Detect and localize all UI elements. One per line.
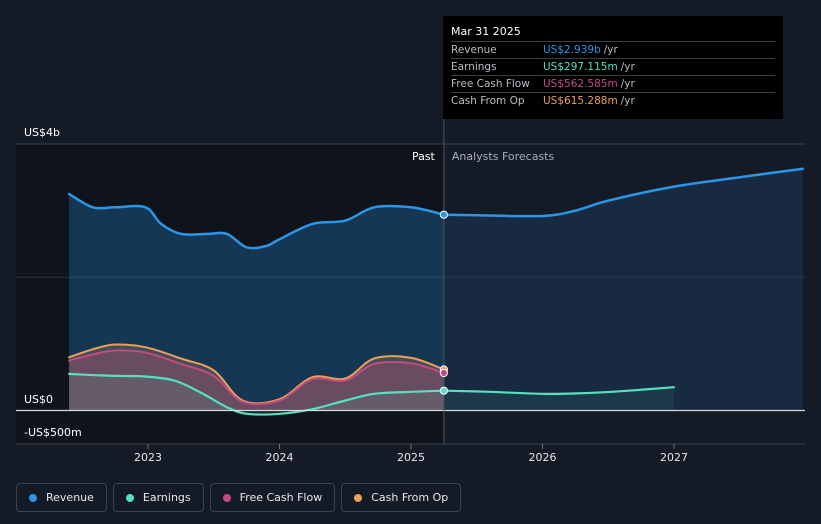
tooltip-unit: /yr <box>620 78 635 90</box>
tooltip-date: Mar 31 2025 <box>451 25 521 38</box>
past-label: Past <box>412 150 436 163</box>
legend-item-cash-from-op[interactable]: Cash From Op <box>341 483 462 512</box>
legend-label: Cash From Op <box>371 491 449 504</box>
tooltip-label: Cash From Op <box>451 95 525 107</box>
tooltip: Mar 31 2025 Revenue US$2.939b /yr Earnin… <box>443 16 783 119</box>
tooltip-label: Free Cash Flow <box>451 78 530 90</box>
legend-label: Revenue <box>46 491 94 504</box>
tooltip-value: US$2.939b <box>543 44 601 56</box>
forecast-label: Analysts Forecasts <box>452 150 555 163</box>
x-tick-label: 2024 <box>266 451 294 464</box>
revenue-area <box>69 194 444 411</box>
cash-from-op-line <box>68 343 445 405</box>
free-cash-flow-line <box>68 349 445 406</box>
x-tick-label: 2025 <box>397 451 425 464</box>
tooltip-label: Revenue <box>451 44 497 56</box>
revenue-forecast-line <box>442 167 805 218</box>
revenue-forecast-area <box>443 168 803 411</box>
legend-item-earnings[interactable]: Earnings <box>112 483 204 512</box>
tooltip-value: US$297.115m <box>543 61 618 73</box>
earnings-dot-icon <box>125 493 134 502</box>
tooltip-label: Earnings <box>451 61 497 73</box>
free-cash-flow-dot-icon <box>222 493 231 502</box>
series-layer <box>67 167 805 416</box>
tooltip-unit: /yr <box>603 44 618 56</box>
revenue-dot-icon <box>29 493 37 502</box>
tooltip-row-free-cash-flow: Free Cash Flow US$562.585m /yr <box>451 75 775 92</box>
tooltip-row-cash-from-op: Cash From Op US$615.288m /yr <box>451 92 775 109</box>
tooltip-row-revenue: Revenue US$2.939b /yr <box>451 41 775 58</box>
earnings-marker <box>439 386 448 395</box>
earnings-line <box>68 372 445 416</box>
legend-item-free-cash-flow[interactable]: Free Cash Flow <box>209 483 336 512</box>
y-label-zero: US$0 <box>24 393 53 406</box>
earnings-area <box>69 373 444 415</box>
x-axis-ticks: 2023 2024 2025 2026 2027 <box>134 444 688 464</box>
x-tick-label: 2026 <box>529 451 557 464</box>
tooltip-unit: /yr <box>620 95 635 107</box>
x-tick-label: 2023 <box>134 451 162 464</box>
earnings-forecast-line <box>442 386 676 395</box>
free-cash-flow-area <box>69 350 444 411</box>
x-tick-label: 2027 <box>660 451 688 464</box>
y-label-top: US$4b <box>24 126 60 139</box>
tooltip-value: US$615.288m <box>543 95 618 107</box>
tooltip-value: US$562.585m <box>543 78 618 90</box>
tooltip-row-earnings: Earnings US$297.115m /yr <box>451 58 775 75</box>
revenue-line <box>67 192 446 250</box>
legend-label: Free Cash Flow <box>239 491 323 504</box>
tooltip-unit: /yr <box>620 61 635 73</box>
y-label-bottom: -US$500m <box>24 426 82 439</box>
cash-from-op-dot-icon <box>354 493 363 502</box>
legend-label: Earnings <box>142 491 191 504</box>
legend: Revenue Earnings Free Cash Flow Cash Fro… <box>16 483 462 512</box>
legend-item-revenue[interactable]: Revenue <box>16 483 107 512</box>
revenue-marker <box>439 210 448 219</box>
markers-layer <box>439 210 448 395</box>
cash-from-op-area <box>69 344 444 411</box>
free-cash-flow-marker <box>439 368 448 378</box>
